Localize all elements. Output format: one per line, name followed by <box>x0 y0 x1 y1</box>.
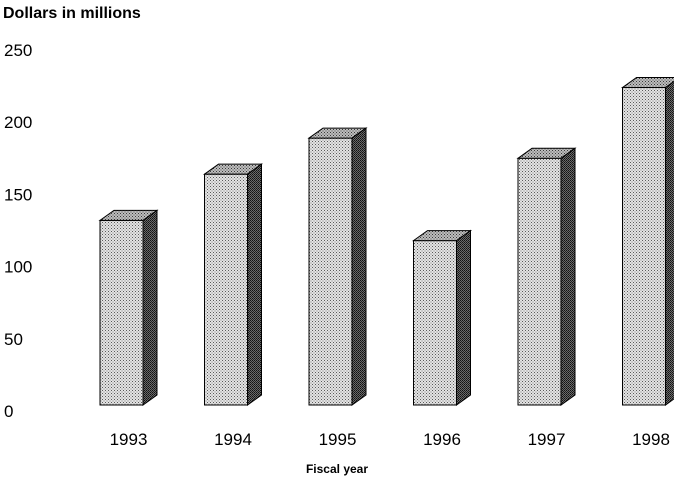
bar-1993 <box>99 219 144 406</box>
y-tick-label: 250 <box>4 41 32 60</box>
x-tick-label: 1996 <box>423 430 461 449</box>
y-tick-label: 150 <box>4 185 32 204</box>
x-tick-label: 1994 <box>214 430 252 449</box>
y-tick-label: 100 <box>4 258 32 277</box>
y-tick-label: 0 <box>4 402 13 421</box>
bar-1996 <box>413 240 457 406</box>
bar-top-1998 <box>620 77 674 89</box>
bar-1998 <box>622 87 666 406</box>
x-tick-label: 1998 <box>632 430 670 449</box>
bar-1994 <box>204 173 248 406</box>
bar-side-1993 <box>142 209 158 406</box>
x-tick-label: 1993 <box>110 430 148 449</box>
x-tick-label: 1997 <box>528 430 566 449</box>
bar-side-1996 <box>456 229 471 406</box>
bar-side-1998 <box>665 80 674 406</box>
y-tick-label: 50 <box>4 330 23 349</box>
x-axis-title: Fiscal year <box>305 462 369 476</box>
bar-side-1995 <box>351 127 367 406</box>
y-tick-label: 200 <box>4 113 32 132</box>
bar-1995 <box>308 137 353 406</box>
bar-side-1997 <box>560 147 576 406</box>
x-tick-label: 1995 <box>319 430 357 449</box>
bar-1997 <box>517 157 562 406</box>
y-axis-title: Dollars in millions <box>3 5 141 22</box>
bar-side-1994 <box>247 163 262 406</box>
